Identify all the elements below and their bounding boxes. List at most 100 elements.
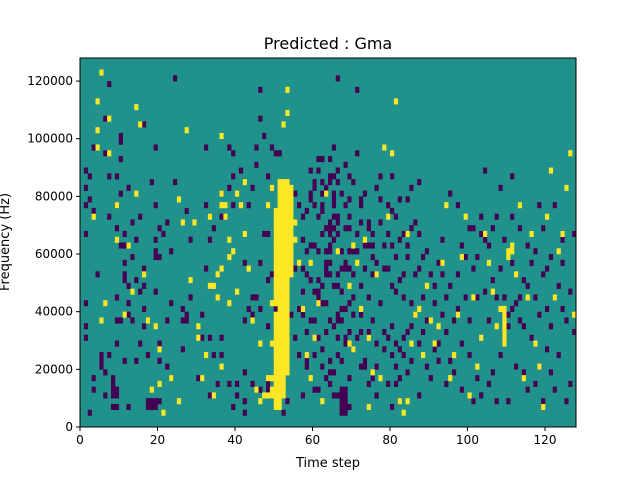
heatmap-cell-low xyxy=(293,190,298,197)
heatmap-cell-low xyxy=(432,282,437,289)
heatmap-cell-low xyxy=(545,346,550,353)
heatmap-cell-low xyxy=(219,334,224,341)
heatmap-cell-low xyxy=(308,277,313,284)
heatmap-cell-high xyxy=(556,248,561,255)
heatmap-cell-high xyxy=(285,352,290,359)
heatmap-cell-low xyxy=(111,375,116,382)
heatmap-cell-low xyxy=(370,375,375,382)
heatmap-cell-high xyxy=(285,265,290,272)
heatmap-cell-high xyxy=(277,311,282,318)
heatmap-cell-high xyxy=(196,334,201,341)
heatmap-cell-low xyxy=(254,161,259,168)
heatmap-cell-high xyxy=(273,317,278,324)
heatmap-cell-low xyxy=(316,288,321,295)
heatmap-cell-low xyxy=(335,230,340,238)
heatmap-cell-low xyxy=(362,357,368,364)
heatmap-cell-high xyxy=(421,352,426,359)
heatmap-cell-low xyxy=(335,219,340,226)
heatmap-cell-high xyxy=(103,300,108,307)
heatmap-cell-high xyxy=(281,179,286,186)
heatmap-cell-high xyxy=(91,213,96,220)
plot-area xyxy=(79,57,577,428)
heatmap-cell-low xyxy=(510,305,515,312)
heatmap-cell-low xyxy=(122,230,127,238)
heatmap-cell-low xyxy=(479,230,484,238)
heatmap-cell-high xyxy=(390,150,395,157)
heatmap-cell-high xyxy=(269,300,275,307)
heatmap-cell-low xyxy=(207,334,213,341)
heatmap-cell-low xyxy=(320,190,325,197)
heatmap-cell-low xyxy=(111,392,116,399)
heatmap-cell-low xyxy=(359,196,364,203)
heatmap-cell-low xyxy=(153,288,158,295)
heatmap-cell-low xyxy=(366,328,371,336)
heatmap-cell-low xyxy=(95,271,100,278)
heatmap-cell-low xyxy=(215,380,220,387)
heatmap-cell-low xyxy=(304,363,309,370)
heatmap-cell-high xyxy=(277,380,282,387)
heatmap-cell-high xyxy=(285,196,290,203)
heatmap-cell-high xyxy=(273,207,278,214)
heatmap-cell-low xyxy=(351,271,356,278)
heatmap-cell-low xyxy=(87,196,92,203)
heatmap-cell-low xyxy=(231,403,236,411)
heatmap-cell-low xyxy=(320,363,325,370)
heatmap-cell-low xyxy=(231,173,236,180)
heatmap-cell-high xyxy=(405,398,410,405)
heatmap-cell-high xyxy=(351,346,356,353)
heatmap-cell-high xyxy=(219,363,224,370)
heatmap-cell-low xyxy=(304,328,309,336)
heatmap-cell-low xyxy=(413,219,418,226)
heatmap-cell-high xyxy=(281,277,286,284)
heatmap-cell-low xyxy=(103,150,108,157)
y-tick-label: 120000 xyxy=(27,74,73,88)
heatmap-cell-low xyxy=(339,265,344,272)
heatmap-cell-low xyxy=(335,317,340,324)
heatmap-cell-high xyxy=(273,375,278,382)
heatmap-cell-low xyxy=(142,282,147,289)
heatmap-cell-low xyxy=(366,225,371,232)
heatmap-cell-low xyxy=(397,196,402,203)
heatmap-cell-high xyxy=(242,179,247,186)
heatmap-cell-low xyxy=(448,190,453,197)
heatmap-cell-low xyxy=(490,225,495,232)
heatmap-cell-low xyxy=(432,346,437,353)
x-tick-label: 20 xyxy=(150,433,165,447)
heatmap-cell-low xyxy=(211,352,216,359)
heatmap-cell-high xyxy=(548,167,554,174)
heatmap-cell-low xyxy=(328,259,333,266)
heatmap-cell-high xyxy=(471,294,476,301)
heatmap-cell-low xyxy=(184,311,189,318)
heatmap-cell-high xyxy=(289,230,294,238)
heatmap-cell-low xyxy=(335,392,340,399)
heatmap-cell-high xyxy=(134,104,139,111)
heatmap-cell-low xyxy=(134,236,139,243)
heatmap-cell-low xyxy=(386,265,391,272)
heatmap-cell-low xyxy=(343,334,348,341)
heatmap-cell-low xyxy=(479,392,484,399)
x-tick-label: 40 xyxy=(227,433,242,447)
heatmap-cell-low xyxy=(320,282,325,289)
heatmap-cell-low xyxy=(343,340,348,347)
heatmap-cell-high xyxy=(502,317,507,324)
heatmap-cell-high xyxy=(285,248,290,255)
heatmap-cell-low xyxy=(467,352,472,359)
heatmap-cell-low xyxy=(180,346,185,353)
heatmap-cell-high xyxy=(285,334,290,341)
heatmap-cell-high xyxy=(289,254,294,261)
heatmap-cell-high xyxy=(452,352,457,359)
heatmap-cell-low xyxy=(111,386,116,393)
chart-title: Predicted : Gma xyxy=(264,34,392,53)
heatmap-cell-low xyxy=(405,369,410,376)
heatmap-cell-high xyxy=(277,277,282,284)
heatmap-cell-low xyxy=(242,259,247,266)
heatmap-cell-low xyxy=(514,300,519,307)
heatmap-cell-low xyxy=(572,328,577,336)
heatmap-cell-high xyxy=(277,230,282,238)
heatmap-cell-low xyxy=(153,236,158,243)
heatmap-cell-low xyxy=(114,392,120,399)
heatmap-cell-high xyxy=(289,184,294,191)
heatmap-cell-high xyxy=(281,317,286,324)
heatmap-cell-high xyxy=(281,305,286,312)
heatmap-cell-low xyxy=(316,334,321,341)
